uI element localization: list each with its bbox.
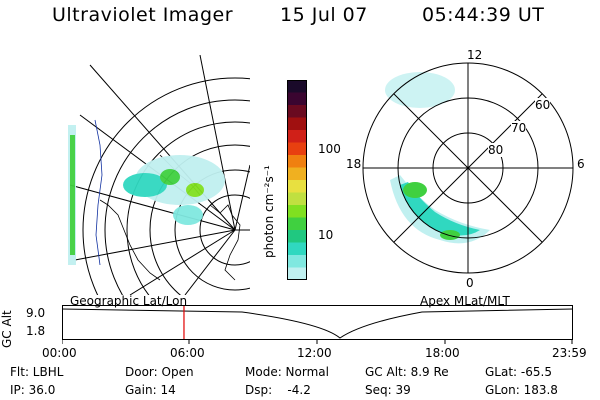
colorbar-unit-label: photon cm⁻²s⁻¹ [262,165,276,258]
colorbar-segment [287,217,307,231]
colorbar-segment [287,167,307,181]
mlt-label-12: 12 [467,48,483,62]
timeline-xtick-0000: 00:00 [42,346,77,360]
timeline-ytick-top: 9.0 [26,306,46,320]
date-label: 15 Jul 07 [280,4,368,26]
colorbar-segment [287,92,307,106]
info-glat: GLat: -65.5 [485,365,552,379]
timeline-xtick-1800: 18:00 [425,346,460,360]
colorbar [287,80,307,280]
colorbar-segment [287,80,307,93]
right-panel-label: Apex MLat/MLT [420,294,510,308]
geographic-map [68,55,250,295]
timeline-xtick-1200: 12:00 [297,346,332,360]
timeline-plot [62,305,574,344]
aurora-emission-right [385,72,490,244]
info-door: Door: Open [125,365,194,379]
colorbar-segment [287,205,307,218]
left-panel-label: Geographic Lat/Lon [70,294,188,308]
time-label: 05:44:39 UT [422,4,545,26]
colorbar-segment [287,130,307,143]
colorbar-segment [287,242,307,256]
colorbar-segment [287,180,307,193]
instrument-title: Ultraviolet Imager [52,4,234,26]
colorbar-segment [287,230,307,243]
colorbar-segment [287,155,307,168]
aurora-emission-left [68,125,225,265]
polar-map [362,62,574,274]
timeline-ylabel: GC Alt [0,310,14,348]
mlat-label-70: 70 [511,121,527,135]
mlt-label-0: 0 [466,276,474,290]
info-mode: Mode: Normal [245,365,329,379]
mlat-label-60: 60 [535,98,551,112]
colorbar-tick-100: 100 [318,142,341,156]
info-dsp: Dsp: -4.2 [245,383,311,397]
colorbar-segment [287,105,307,118]
colorbar-segment [287,117,307,131]
colorbar-frame [287,80,307,280]
timeline-ytick-bottom: 1.8 [26,324,46,338]
mlat-label-80: 80 [488,143,504,157]
mlt-label-18: 18 [346,157,362,171]
mlt-label-6: 6 [577,157,585,171]
colorbar-segment [287,192,307,206]
info-gain: Gain: 14 [125,383,176,397]
info-seq: Seq: 39 [365,383,411,397]
colorbar-segment [287,267,307,280]
timeline-xtick-0600: 06:00 [170,346,205,360]
info-gc-alt: GC Alt: 8.9 Re [365,365,449,379]
info-ip: IP: 36.0 [10,383,56,397]
colorbar-segment [287,142,307,156]
info-filter: Flt: LBHL [10,365,64,379]
info-glon: GLon: 183.8 [485,383,558,397]
colorbar-tick-10: 10 [318,228,334,242]
colorbar-segment [287,255,307,268]
timeline-xtick-2359: 23:59 [552,346,587,360]
timeline-altitude-curve [62,308,574,339]
